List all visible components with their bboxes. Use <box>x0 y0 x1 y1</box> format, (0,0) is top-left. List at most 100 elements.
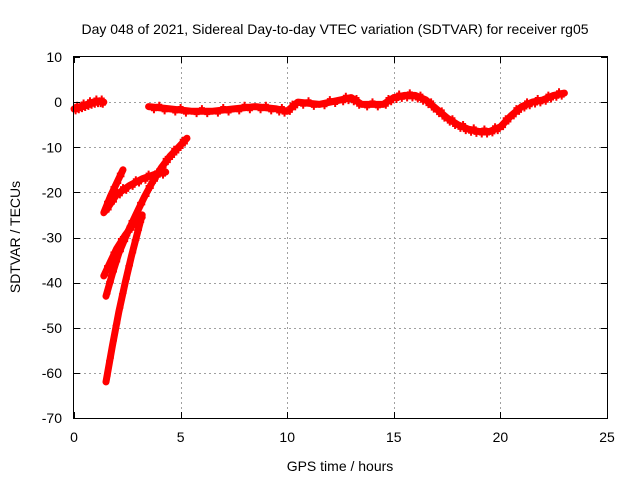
data-point-jitter <box>102 272 109 279</box>
data-point-jitter <box>537 100 544 107</box>
data-point-jitter <box>123 187 130 194</box>
data-point-jitter <box>161 108 168 115</box>
data-point-jitter <box>181 140 188 147</box>
data-point-jitter <box>492 123 499 130</box>
data-point-jitter <box>548 96 555 103</box>
data-point-jitter <box>292 104 299 111</box>
data-point-jitter <box>526 103 533 110</box>
data-point-jitter <box>404 95 411 102</box>
data-point-jitter <box>436 111 443 118</box>
data-point-jitter <box>289 100 296 107</box>
data-point-jitter <box>169 154 176 161</box>
data-point-jitter <box>110 337 117 344</box>
data-point-jitter <box>133 236 140 243</box>
data-point-jitter <box>470 124 477 131</box>
data-point-jitter <box>385 94 392 101</box>
data-point-jitter <box>449 115 456 122</box>
data-point-jitter <box>393 97 400 104</box>
data-point-jitter <box>102 208 109 215</box>
y-tick-label: 10 <box>46 49 62 65</box>
data-point-jitter <box>441 115 448 122</box>
data-point-jitter <box>120 289 127 296</box>
data-point-jitter <box>468 129 475 136</box>
data-point-jitter <box>85 103 92 110</box>
data-point <box>145 103 152 110</box>
data-point-jitter <box>75 107 82 114</box>
x-axis-label: GPS time / hours <box>287 458 394 474</box>
y-tick-label: -70 <box>42 410 62 426</box>
data-point-jitter <box>99 101 106 108</box>
data-point-jitter <box>126 262 133 269</box>
data-point-jitter <box>132 222 139 229</box>
data-point-jitter <box>305 97 312 104</box>
plot-frame <box>73 56 608 419</box>
data-point-jitter <box>364 104 371 111</box>
data-point-jitter <box>396 90 403 97</box>
data-point-jitter <box>114 258 121 265</box>
y-tick-label: -60 <box>42 365 62 381</box>
data-point-jitter <box>326 96 333 103</box>
data-point-jitter <box>417 91 424 98</box>
data-point-jitter <box>110 268 117 275</box>
data-point-jitter <box>460 120 467 127</box>
data-point-jitter <box>513 105 520 112</box>
data-point-jitter <box>116 192 123 199</box>
data-point-jitter <box>143 192 150 199</box>
data-point-jitter <box>147 185 154 192</box>
data-point-jitter <box>406 89 413 96</box>
data-point-jitter <box>171 145 178 152</box>
data-point-jitter <box>521 105 528 112</box>
data-point-jitter <box>204 111 211 118</box>
data-point-jitter <box>156 101 163 108</box>
data-point-jitter <box>505 118 512 125</box>
data-point-jitter <box>430 106 437 113</box>
data-point <box>162 169 169 176</box>
data-point-jitter <box>332 100 339 107</box>
data-point-jitter <box>128 226 135 233</box>
data-point-jitter <box>148 175 155 182</box>
data-point-jitter <box>425 102 432 109</box>
data-point-jitter <box>117 304 124 311</box>
data-point-jitter <box>388 99 395 106</box>
data-point-jitter <box>118 173 125 180</box>
y-tick-label: -10 <box>42 139 62 155</box>
data-point-jitter <box>154 173 161 180</box>
data-point-jitter <box>136 226 143 233</box>
data-point-jitter <box>173 149 180 156</box>
x-tick-label: 20 <box>493 429 509 445</box>
data-point-jitter <box>157 167 164 174</box>
data-point-jitter <box>86 97 93 104</box>
data-point-jitter <box>545 91 552 98</box>
data-point-jitter <box>457 125 464 132</box>
data-point-jitter <box>179 136 186 143</box>
data-point-jitter <box>114 320 121 327</box>
data-point-jitter <box>134 214 141 221</box>
data-point-jitter <box>374 104 381 111</box>
data-point <box>188 108 195 115</box>
y-tick-label: -40 <box>42 275 62 291</box>
series-early-segment <box>70 95 108 115</box>
data-point-jitter <box>278 104 285 111</box>
data-point-jitter <box>414 96 421 103</box>
x-tick-label: 15 <box>386 429 402 445</box>
data-point-jitter <box>98 95 105 102</box>
data-point <box>348 94 355 101</box>
data-point-jitter <box>428 98 435 105</box>
data-point-jitter <box>350 99 357 106</box>
data-point-jitter <box>82 104 89 111</box>
data-point-jitter <box>494 128 501 135</box>
series-line <box>102 134 191 300</box>
data-point-jitter <box>409 95 416 102</box>
data-point-jitter <box>558 93 565 100</box>
data-point-jitter <box>106 357 113 364</box>
data-point-jitter <box>246 107 253 114</box>
data-point-jitter <box>534 94 541 101</box>
data-point-jitter <box>556 88 563 95</box>
data-point-jitter <box>500 124 507 131</box>
data-point-jitter <box>108 193 115 200</box>
data-point <box>109 342 116 349</box>
data-point <box>412 92 419 99</box>
data-point-jitter <box>516 108 523 115</box>
data-point-jitter <box>446 119 453 126</box>
